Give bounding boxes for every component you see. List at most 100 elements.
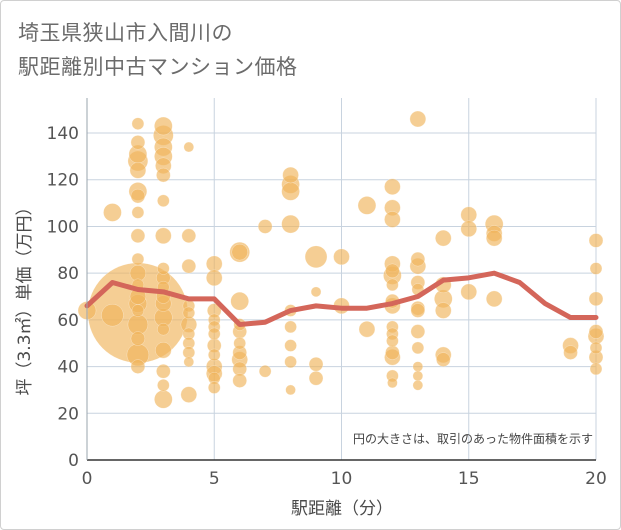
- bubble-point: [304, 245, 328, 269]
- bubble-point: [588, 291, 604, 307]
- bubble-point: [385, 345, 400, 360]
- bubble-point: [435, 302, 452, 319]
- bubble-point: [410, 251, 426, 267]
- bubble-point: [131, 304, 145, 317]
- bubble-point: [232, 373, 247, 388]
- bubble-point: [386, 334, 399, 348]
- bubble-point: [206, 255, 223, 273]
- bubble-point: [460, 206, 477, 224]
- y-tick-label: 60: [57, 311, 79, 331]
- bubble-point: [258, 365, 272, 378]
- y-tick-label: 40: [57, 358, 79, 378]
- bubble-point: [412, 370, 424, 382]
- x-axis-title: 駅距離（分）: [291, 499, 393, 519]
- bubble-point: [130, 135, 146, 150]
- bubble-point: [156, 364, 171, 379]
- bubble-point: [231, 243, 248, 261]
- bubble-point: [230, 291, 249, 311]
- x-tick-label: 15: [458, 469, 480, 489]
- bubble-point: [281, 214, 300, 234]
- bubble-point: [588, 233, 604, 248]
- y-tick-label: 100: [47, 217, 79, 237]
- bubble-point: [411, 341, 425, 355]
- bubble-point: [103, 203, 122, 222]
- bubble-point: [460, 220, 477, 238]
- y-tick-label: 0: [68, 451, 79, 471]
- bubble-point: [563, 345, 578, 360]
- bubble-size-note: 円の大きさは、取引のあった物件面積を示す: [353, 431, 593, 446]
- bubble-point: [208, 348, 221, 362]
- bubble-point: [358, 320, 376, 338]
- bubble-point: [257, 219, 273, 234]
- bubble-point: [129, 162, 147, 179]
- bubble-point: [208, 381, 221, 394]
- axes: 0 20 40 60 80 100 120 140 0 5 10 15 20: [47, 98, 607, 489]
- x-tick-label: 10: [331, 469, 353, 489]
- bubble-point: [384, 211, 401, 228]
- x-tick-label: 0: [82, 469, 93, 489]
- bubble-point: [412, 380, 424, 391]
- bubble-point: [130, 228, 146, 244]
- bubble-point: [206, 269, 223, 287]
- bubble-point: [155, 227, 172, 245]
- average-price-line: [84, 270, 599, 328]
- bubble-point: [410, 324, 426, 339]
- bubble-point: [181, 228, 197, 244]
- x-tick-label: 5: [209, 469, 220, 489]
- y-axis-title: 坪（3.3㎡）単価（万円）: [15, 198, 35, 395]
- bubble-point: [436, 352, 451, 367]
- bubble-point: [589, 262, 603, 275]
- bubble-point: [310, 286, 322, 298]
- bubble-point: [131, 206, 145, 219]
- bubble-point: [588, 324, 604, 339]
- bubble-point: [282, 166, 299, 184]
- bubble-point: [385, 263, 400, 279]
- bubble-point: [183, 141, 195, 153]
- bubble-point: [183, 356, 195, 368]
- bubble-point: [101, 303, 124, 327]
- bubble-point: [208, 327, 221, 341]
- bubble-point: [284, 339, 297, 352]
- bubble-point: [357, 196, 377, 215]
- y-tick-label: 20: [57, 404, 79, 424]
- bubble-point: [387, 377, 398, 389]
- bubble-point: [384, 178, 401, 195]
- bubble-point: [157, 322, 170, 336]
- bubble-point: [435, 229, 452, 247]
- y-tick-label: 80: [57, 264, 79, 284]
- bubble-point: [130, 359, 146, 374]
- bubble-point: [460, 283, 477, 301]
- y-tick-label: 120: [47, 171, 79, 191]
- bubble-point: [131, 252, 145, 266]
- bubble-point: [589, 341, 603, 355]
- y-tick-label: 140: [47, 124, 79, 144]
- bubble-point: [284, 355, 297, 369]
- bubble-point: [308, 371, 324, 386]
- bubble-point: [485, 290, 503, 308]
- bubble-point: [155, 341, 172, 359]
- bubble-point: [154, 390, 173, 409]
- bubble-point: [281, 182, 300, 201]
- bubble-point: [589, 362, 603, 376]
- bubble-point: [157, 379, 170, 392]
- bubble-point: [412, 361, 424, 372]
- bubble-point: [233, 336, 246, 350]
- bubble-point: [285, 384, 296, 396]
- bubble-point: [157, 262, 170, 275]
- chart-title-line-2: 駅距離別中古マンション価格: [18, 55, 298, 79]
- bubble-series: [77, 110, 605, 409]
- x-tick-label: 20: [585, 469, 607, 489]
- bubble-point: [182, 306, 196, 320]
- bubble-point: [130, 188, 146, 204]
- average-line-series: [84, 270, 599, 328]
- bubble-point: [180, 386, 198, 403]
- bubble-point: [284, 320, 297, 334]
- bubble-point: [386, 278, 399, 292]
- bubble-point: [333, 248, 350, 266]
- bubble-point: [131, 117, 145, 130]
- bubble-point: [485, 229, 503, 247]
- bubble-point: [181, 258, 197, 274]
- bubble-point: [308, 356, 324, 372]
- chart-title: 埼玉県狭山市入間川の 駅距離別中古マンション価格: [18, 16, 298, 84]
